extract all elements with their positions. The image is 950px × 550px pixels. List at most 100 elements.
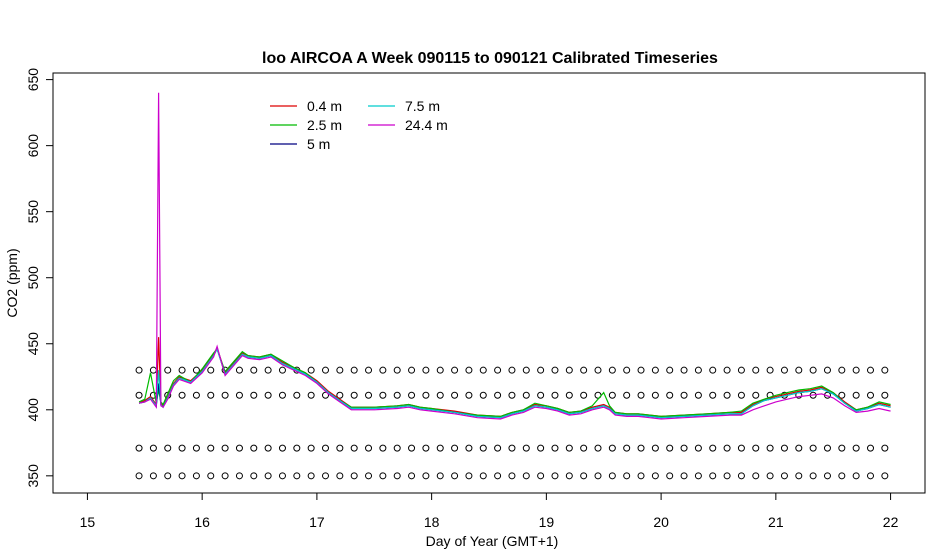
marker-point (537, 391, 545, 399)
marker-point (365, 366, 373, 374)
marker-point (694, 444, 702, 452)
marker-point (293, 391, 301, 399)
marker-point (250, 366, 258, 374)
marker-point (422, 472, 430, 480)
marker-point (565, 444, 573, 452)
marker-point (451, 366, 459, 374)
marker-point (680, 472, 688, 480)
marker-point (250, 444, 258, 452)
marker-point (221, 391, 229, 399)
marker-point (838, 366, 846, 374)
marker-point (494, 366, 502, 374)
marker-point (737, 391, 745, 399)
marker-point (594, 472, 602, 480)
x-tick-label: 17 (309, 514, 325, 530)
marker-point (752, 472, 760, 480)
marker-point (135, 366, 143, 374)
marker-point (350, 366, 358, 374)
marker-point (823, 366, 831, 374)
marker-point (608, 366, 616, 374)
marker-point (264, 366, 272, 374)
marker-point (307, 391, 315, 399)
marker-point (709, 444, 717, 452)
marker-point (322, 366, 329, 374)
series-line-1 (138, 337, 891, 418)
marker-point (436, 391, 444, 399)
marker-point (164, 366, 172, 374)
marker-point (608, 391, 616, 399)
marker-point (809, 472, 817, 480)
marker-point (608, 472, 616, 480)
marker-point (867, 391, 874, 399)
marker-point (522, 444, 530, 452)
marker-point (694, 391, 702, 399)
y-tick-label: 600 (25, 134, 41, 158)
marker-point (795, 366, 803, 374)
legend: 0.4 m 2.5 m 5 m 7.5 m 24.4 m (270, 98, 448, 152)
marker-point (852, 444, 860, 452)
marker-point (651, 391, 659, 399)
marker-point (537, 472, 545, 480)
marker-point (852, 472, 860, 480)
x-tick-label: 22 (883, 514, 899, 530)
marker-point (365, 444, 373, 452)
marker-point (752, 366, 760, 374)
legend-label: 24.4 m (405, 117, 448, 133)
marker-point (881, 472, 889, 480)
x-tick-label: 20 (653, 514, 669, 530)
marker-point (336, 444, 344, 452)
marker-point (250, 391, 258, 399)
marker-point (823, 472, 831, 480)
marker-point (264, 444, 272, 452)
marker-point (637, 444, 645, 452)
marker-point (594, 444, 602, 452)
marker-point (408, 472, 416, 480)
marker-point (278, 366, 286, 374)
marker-point (680, 366, 688, 374)
marker-point (780, 444, 788, 452)
marker-point (149, 472, 157, 480)
marker-point (235, 444, 243, 452)
marker-point (465, 391, 473, 399)
marker-point (250, 472, 258, 480)
legend-label: 0.4 m (307, 98, 342, 114)
marker-point (235, 391, 243, 399)
marker-point (623, 391, 631, 399)
marker-point (651, 444, 659, 452)
y-tick-label: 500 (25, 266, 41, 290)
marker-point (537, 366, 545, 374)
legend-label: 5 m (307, 136, 330, 152)
marker-point (694, 472, 702, 480)
marker-point (637, 391, 645, 399)
y-tick-label: 650 (25, 68, 41, 92)
marker-point (178, 391, 186, 399)
series-lines (138, 92, 891, 420)
marker-point (838, 472, 846, 480)
marker-point (379, 444, 387, 452)
marker-point (494, 472, 502, 480)
marker-point (451, 444, 459, 452)
marker-point (666, 472, 674, 480)
marker-point (408, 444, 416, 452)
marker-point (709, 472, 717, 480)
marker-point (522, 391, 530, 399)
marker-point (307, 472, 315, 480)
marker-point (651, 472, 659, 480)
marker-point (709, 366, 717, 374)
marker-point (494, 391, 502, 399)
y-tick-label: 400 (25, 398, 41, 422)
marker-point (192, 444, 200, 452)
marker-point (637, 366, 645, 374)
marker-point (580, 472, 588, 480)
marker-point (264, 391, 272, 399)
marker-point (565, 391, 573, 399)
marker-point (666, 366, 674, 374)
marker-point (178, 366, 186, 374)
y-tick-label: 550 (25, 200, 41, 224)
marker-point (336, 366, 344, 374)
x-tick-label: 16 (194, 514, 210, 530)
marker-point (766, 444, 774, 452)
marker-point (565, 472, 573, 480)
marker-point (479, 472, 487, 480)
